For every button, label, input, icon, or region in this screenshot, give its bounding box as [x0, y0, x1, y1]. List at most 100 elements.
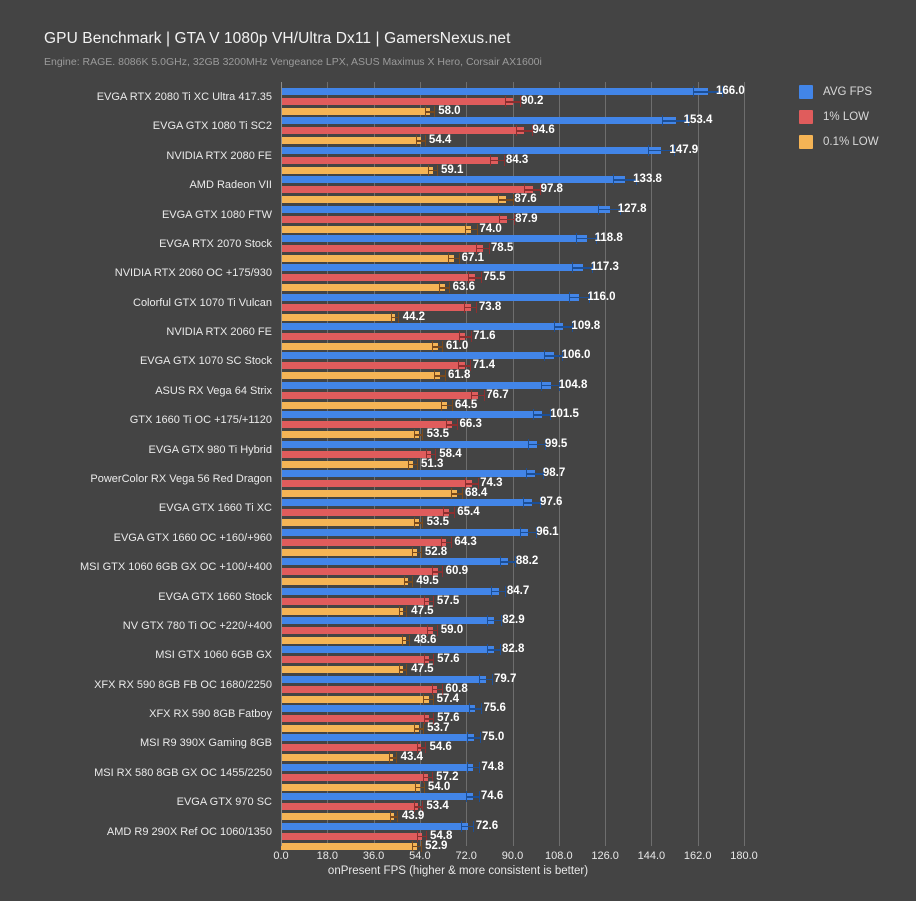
bar-group: 147.9 84.3 59.1	[281, 144, 744, 176]
x-axis-ticks: 0.0 18.0 36.0 54.0 72.0 90.0 108.0 126.0 144.0 16…	[273, 846, 757, 866]
bar-value-label: 94.6	[532, 124, 555, 137]
x-axis-tick-label: 0.0	[273, 850, 289, 862]
bar-value-label: 54.4	[428, 134, 452, 147]
bar-avg	[281, 323, 564, 331]
bar-low01	[281, 578, 409, 586]
bar-value-label: 90.2	[521, 95, 544, 107]
error-bar-line	[491, 590, 507, 593]
bar-value-label: 127.8	[617, 202, 647, 215]
gridline	[558, 82, 560, 846]
legend-swatch-icon	[799, 84, 813, 99]
bar-group: 118.8 78.5 67.1	[281, 232, 744, 264]
y-axis-label: EVGA GTX 1660 Stock	[158, 590, 272, 603]
bar-low01	[281, 490, 457, 497]
error-bar-line	[440, 541, 453, 544]
bar-avg	[281, 705, 476, 713]
bar-group: 117.3 75.5 63.6	[281, 262, 744, 294]
bar-value-label: 58.0	[438, 105, 461, 117]
bar-value-label: 97.8	[540, 183, 563, 196]
error-bar-line	[648, 149, 675, 152]
bar-value-label: 84.7	[506, 584, 530, 597]
legend-swatch-icon	[799, 109, 813, 124]
error-bar-line	[412, 551, 422, 554]
bar-group: 88.2 60.9 49.5	[281, 555, 744, 588]
legend-item[interactable]: AVG FPS	[799, 79, 914, 104]
bar-value-label: 88.2	[515, 555, 539, 568]
bar-avg	[281, 88, 708, 95]
error-bar-line	[486, 619, 502, 622]
y-axis-label: MSI GTX 1060 6GB GX OC +100/+400	[80, 561, 272, 574]
error-bar-line	[388, 757, 397, 759]
bar-value-label: 101.5	[550, 408, 579, 421]
bar-value-label: 43.4	[400, 751, 424, 764]
x-axis-tick-label: 108.0	[545, 850, 573, 862]
bar-low01	[281, 783, 420, 791]
legend-item[interactable]: 1% LOW	[799, 104, 914, 129]
bar-value-label: 96.1	[536, 525, 559, 538]
error-bar-line	[413, 434, 424, 436]
bar-low01	[281, 254, 454, 262]
bar-group: 116.0 73.8 44.2	[281, 291, 744, 323]
legend-item-label: 0.1% LOW	[823, 135, 879, 148]
bar-value-label: 166.0	[715, 85, 745, 97]
bar-low01	[281, 842, 418, 850]
bar-value-label: 106.0	[561, 349, 591, 362]
bar-group: 153.4 94.6 54.4	[281, 115, 744, 147]
bar-group: 104.8 76.7 64.5	[281, 379, 744, 411]
error-bar-line	[661, 120, 690, 122]
bar-value-label: 53.5	[426, 428, 449, 441]
bar-value-label: 47.5	[411, 663, 434, 676]
error-bar-line	[499, 561, 516, 563]
error-bar-line	[450, 493, 464, 495]
bar-low1	[281, 480, 473, 487]
bar-value-label: 60.8	[445, 682, 468, 695]
bar-low01	[281, 343, 438, 351]
bar-avg	[281, 822, 468, 830]
error-bar-line	[575, 237, 598, 240]
bar-low1	[281, 509, 450, 517]
error-bar-line	[458, 336, 472, 338]
bar-avg	[281, 234, 587, 242]
bar-group: 75.6 57.6 53.7	[281, 702, 744, 735]
bar-avg	[281, 763, 474, 771]
error-bar-line	[499, 218, 515, 221]
bar-value-label: 61.8	[447, 369, 471, 382]
bar-value-label: 48.6	[414, 633, 437, 646]
y-axis-label: NVIDIA RTX 2060 FE	[166, 326, 272, 339]
error-bar-line	[468, 277, 482, 279]
bar-avg	[281, 176, 626, 184]
y-axis-line	[281, 82, 282, 846]
bar-value-label: 68.4	[464, 487, 488, 499]
error-bar-line	[408, 463, 418, 466]
legend-item-label: 1% LOW	[823, 110, 870, 123]
bar-low1	[281, 597, 429, 605]
bar-value-label: 54.6	[429, 741, 452, 754]
bar-avg	[281, 264, 583, 272]
error-bar-line	[461, 825, 475, 828]
x-axis-tick-label: 54.0	[409, 850, 431, 862]
error-bar-line	[425, 453, 437, 456]
bar-group: 79.7 60.8 57.4	[281, 673, 744, 705]
bar-low1	[281, 656, 430, 664]
bar-value-label: 82.9	[502, 613, 525, 626]
bar-low01	[281, 725, 420, 733]
bar-value-label: 76.7	[486, 388, 509, 401]
bar-value-label: 74.3	[480, 477, 503, 489]
bar-low1	[281, 803, 419, 811]
error-bar-line	[523, 502, 541, 504]
bar-value-label: 52.8	[424, 545, 448, 558]
error-bar-line	[416, 747, 427, 749]
bar-group: 98.7 74.3 68.4	[281, 467, 744, 499]
error-bar-line	[403, 581, 413, 583]
y-axis-label: MSI R9 390X Gaming 8GB	[139, 737, 272, 750]
y-axis-label: Colorful GTX 1070 Ti Vulcan	[133, 296, 272, 309]
error-bar-line	[423, 718, 435, 720]
legend-item[interactable]: 0.1% LOW	[799, 129, 914, 154]
bar-low01	[281, 695, 429, 703]
y-axis-label: MSI RX 580 8GB GX OC 1455/2250	[94, 766, 272, 779]
error-bar-line	[427, 629, 439, 632]
x-axis-tick-label: 72.0	[455, 850, 477, 862]
bar-avg	[281, 558, 508, 566]
bar-group: 96.1 64.3 52.8	[281, 525, 744, 558]
